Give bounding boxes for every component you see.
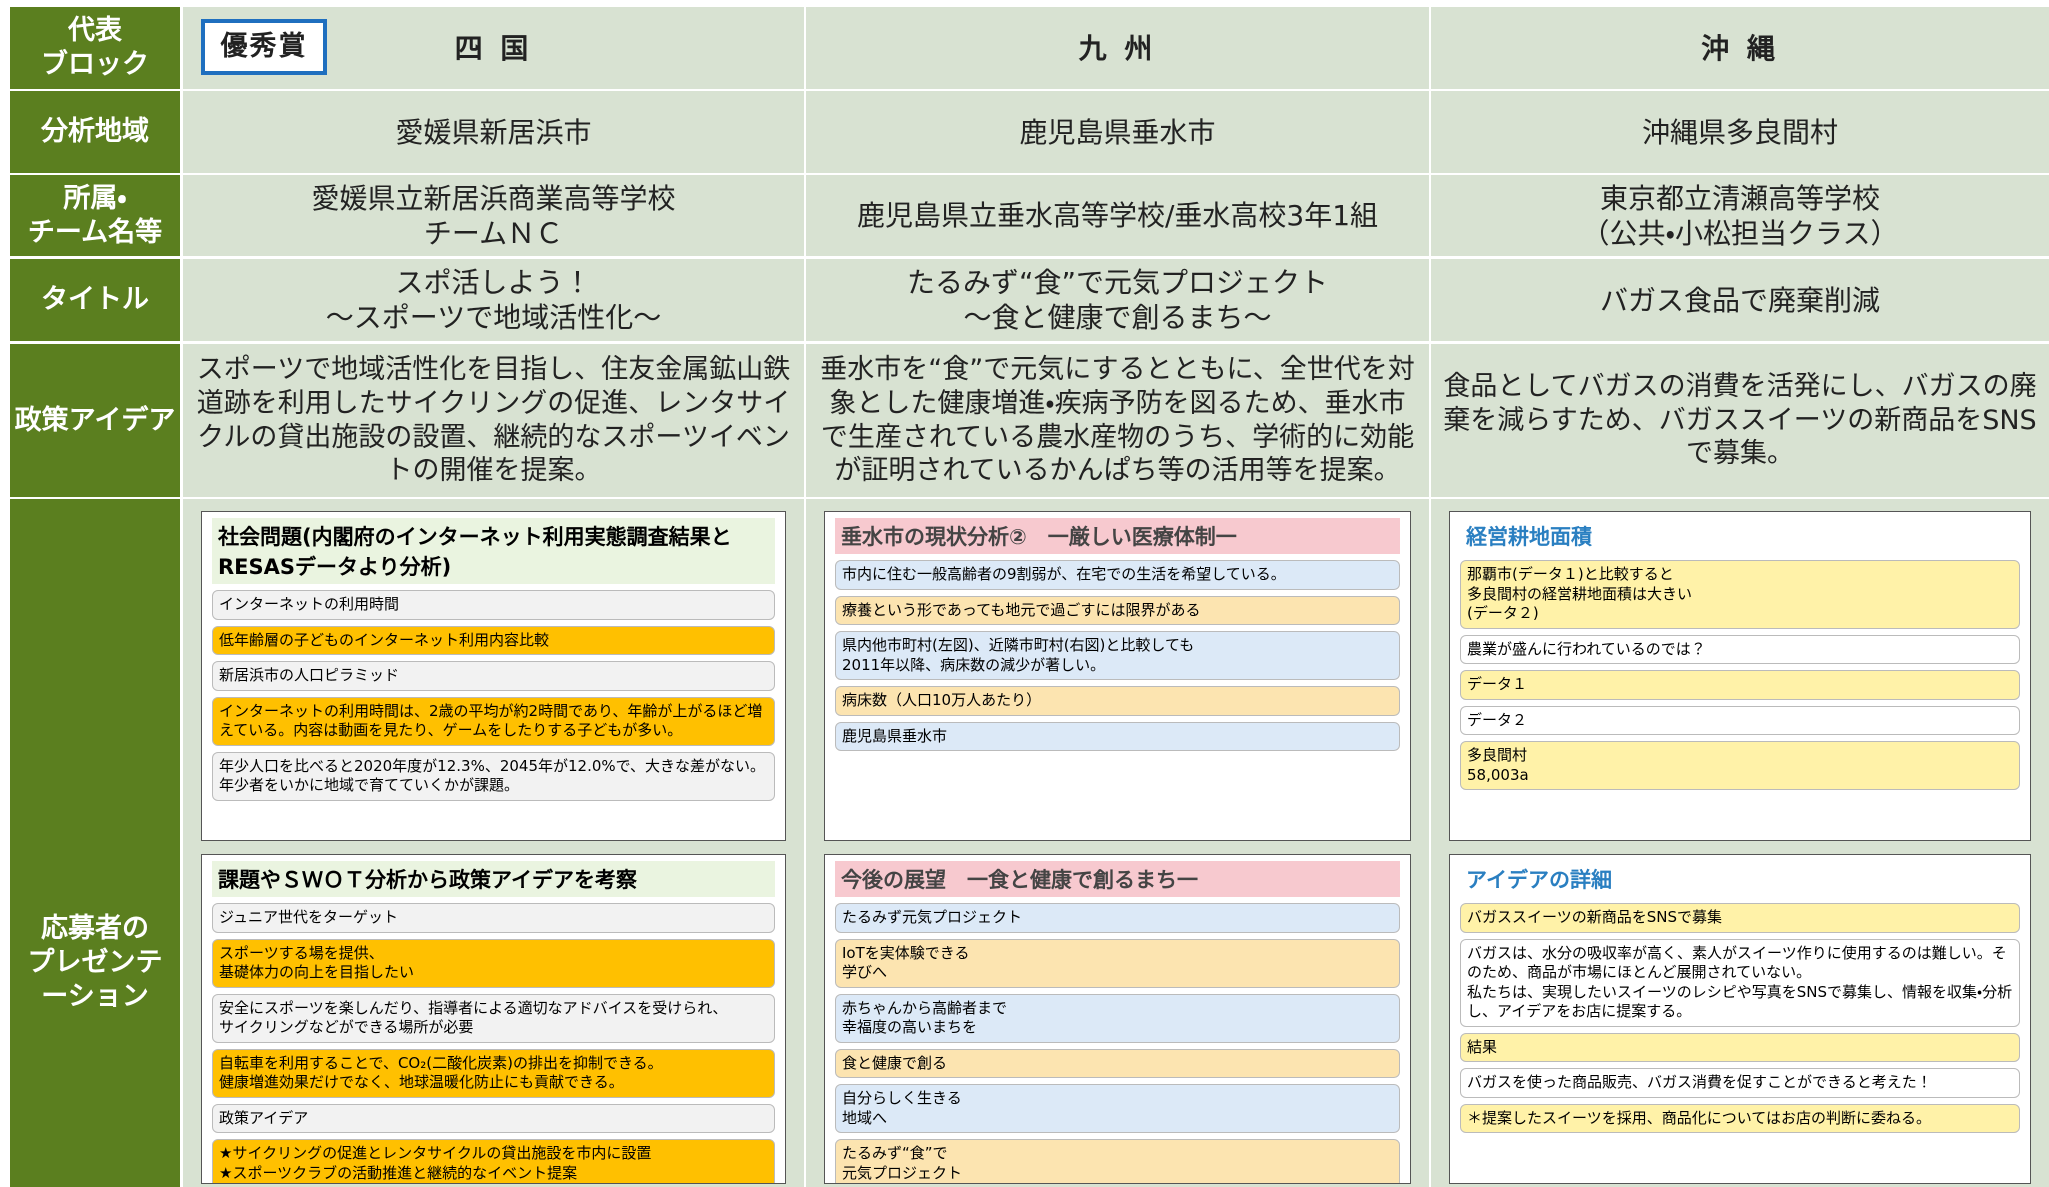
slide-text: 年少人口を比べると2020年度が12.3%、2045年が12.0%で、大きな差が…	[212, 751, 775, 801]
slide-title: 課題やＳＷＯＴ分析から政策アイデアを考察	[212, 861, 775, 897]
cell-text: バガス食品で廃棄削減	[1431, 259, 2049, 341]
slide-text: データ１	[1460, 670, 2020, 700]
cell-text: たるみず“食”で元気プロジェクト ～食と健康で創るまち～	[806, 259, 1429, 341]
slide-title: アイデアの詳細	[1460, 861, 2020, 897]
slide-text: ★サイクリングの促進とレンタサイクルの貸出施設を市内に設置 ★スポーツクラブの活…	[212, 1139, 775, 1183]
slide-text: 自分らしく生きる 地域へ	[835, 1084, 1400, 1133]
slide-text: 安全にスポーツを楽しんだり、指導者による適切なアドバイスを受けられ、 サイクリン…	[212, 993, 775, 1043]
slide: 今後の展望 一食と健康で創るまち一たるみず元気プロジェクト IoTを実体験できる …	[824, 854, 1411, 1184]
slide: 課題やＳＷＯＴ分析から政策アイデアを考察ジュニア世代をターゲットスポーツする場を…	[201, 854, 786, 1184]
block-header: 九 州	[806, 7, 1429, 89]
slide-text: インターネットの利用時間は、2歳の平均が約2時間であり、年齢が上がるほど増えてい…	[212, 696, 775, 746]
slide-title: 今後の展望 一食と健康で創るまち一	[835, 861, 1400, 897]
slide-title: 社会問題(内閣府のインターネット利用実態調査結果とRESASデータより分析)	[212, 518, 775, 584]
slide-text: たるみず“食”で 元気プロジェクト	[835, 1139, 1400, 1183]
cell-text: 愛媛県立新居浜商業高等学校 チームＮＣ	[183, 175, 804, 256]
slide-text: 鹿児島県垂水市	[835, 721, 1400, 751]
slide-text: バガスは、水分の吸収率が高く、素人がスイーツ作りに使用するのは難しい。そのため、…	[1460, 938, 2020, 1027]
slide-text: 農業が盛んに行われているのでは？	[1460, 634, 2020, 664]
row-label: 政策アイデア	[10, 344, 180, 497]
slide-text: 那覇市(データ１)と比較すると 多良間村の経営耕地面積は大きい (データ２)	[1460, 560, 2020, 629]
cell-text: 沖縄県多良間村	[1431, 91, 2049, 173]
slide-title: 経営耕地面積	[1460, 518, 2020, 554]
cell-text: 東京都立清瀬高等学校 （公共・小松担当クラス）	[1431, 175, 2049, 256]
slide-text: データ２	[1460, 705, 2020, 735]
cell-text: 愛媛県新居浜市	[183, 91, 804, 173]
cell-text: スポ活しよう！ ～スポーツで地域活性化～	[183, 259, 804, 341]
slide-text: 結果	[1460, 1032, 2020, 1062]
cell-text: 垂水市を“食”で元気にするとともに、全世代を対象とした健康増進・疾病予防を図るた…	[806, 344, 1429, 497]
slide-text: ジュニア世代をターゲット	[212, 903, 775, 933]
row-label: 応募者の プレゼンテ ーション	[10, 499, 180, 1187]
slide: 社会問題(内閣府のインターネット利用実態調査結果とRESASデータより分析) イン…	[201, 511, 786, 841]
slide-text: インターネットの利用時間	[212, 590, 775, 620]
award-badge: 優秀賞	[201, 19, 327, 75]
slide-text: 療養という形であっても地元で過ごすには限界がある	[835, 595, 1400, 625]
row-label: 分析地域	[10, 91, 180, 173]
slide-text: 多良間村 58,003a	[1460, 741, 2020, 790]
row-label: 代表 ブロック	[10, 7, 180, 89]
slide-text: 自転車を利用することで、CO₂(二酸化炭素)の排出を抑制できる。 健康増進効果だ…	[212, 1048, 775, 1098]
cell-text: 鹿児島県垂水市	[806, 91, 1429, 173]
slide-text: 新居浜市の人口ピラミッド	[212, 661, 775, 691]
cell-text: 食品としてバガスの消費を活発にし、バガスの廃棄を減らすため、バガススイーツの新商…	[1431, 344, 2049, 497]
slide-text: 低年齢層の子どものインターネット利用内容比較	[212, 625, 775, 655]
slide-text: ＊提案したスイーツを採用、商品化についてはお店の判断に委ねる。	[1460, 1103, 2020, 1133]
slide: 垂水市の現状分析② 一厳しい医療体制一市内に住む一般高齢者の9割弱が、在宅での生…	[824, 511, 1411, 841]
slide-text: バガスを使った商品販売、バガス消費を促すことができると考えた！	[1460, 1068, 2020, 1098]
row-label: 所属・ チーム名等	[10, 175, 180, 256]
slide: 経営耕地面積那覇市(データ１)と比較すると 多良間村の経営耕地面積は大きい (デ…	[1449, 511, 2031, 841]
slide-text: 県内他市町村(左図)、近隣市町村(右図)と比較しても 2011年以降、病床数の減…	[835, 631, 1400, 680]
cell-text: スポーツで地域活性化を目指し、住友金属鉱山鉄道跡を利用したサイクリングの促進、レ…	[183, 344, 804, 497]
slide-text: 病床数（人口10万人あたり）	[835, 686, 1400, 716]
slide-text: 市内に住む一般高齢者の9割弱が、在宅での生活を希望している。	[835, 560, 1400, 590]
slide-text: 政策アイデア	[212, 1103, 775, 1133]
slide-text: スポーツする場を提供、 基礎体力の向上を目指したい	[212, 938, 775, 988]
slide-text: バガススイーツの新商品をSNSで募集	[1460, 903, 2020, 933]
slide-title: 垂水市の現状分析② 一厳しい医療体制一	[835, 518, 1400, 554]
block-header: 沖 縄	[1431, 7, 2049, 89]
slide-text: たるみず元気プロジェクト	[835, 903, 1400, 933]
slide-text: 食と健康で創る	[835, 1048, 1400, 1078]
slide: アイデアの詳細バガススイーツの新商品をSNSで募集バガスは、水分の吸収率が高く、…	[1449, 854, 2031, 1184]
row-label: タイトル	[10, 259, 180, 341]
cell-text: 鹿児島県立垂水高等学校/垂水高校3年1組	[806, 175, 1429, 256]
block-header: 四 国優秀賞	[183, 7, 804, 89]
slide-text: 赤ちゃんから高齢者まで 幸福度の高いまちを	[835, 993, 1400, 1043]
slide-text: IoTを実体験できる 学びへ	[835, 938, 1400, 988]
